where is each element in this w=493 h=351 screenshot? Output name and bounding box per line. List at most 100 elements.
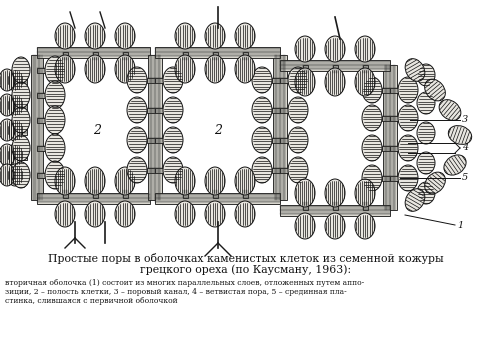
Ellipse shape [288, 157, 308, 183]
Ellipse shape [325, 36, 345, 62]
Text: зиции, 2 – полость клетки, 3 – поровый канал, 4 – ветвистая пора, 5 – срединная : зиции, 2 – полость клетки, 3 – поровый к… [5, 288, 347, 296]
Ellipse shape [175, 23, 195, 49]
Polygon shape [155, 138, 163, 143]
Polygon shape [272, 138, 280, 143]
Polygon shape [37, 146, 45, 151]
Ellipse shape [398, 105, 418, 131]
Text: 5: 5 [462, 173, 468, 183]
Polygon shape [280, 205, 390, 216]
Polygon shape [382, 115, 390, 120]
Ellipse shape [362, 165, 382, 191]
Ellipse shape [405, 59, 425, 81]
Polygon shape [155, 107, 163, 113]
Ellipse shape [12, 162, 30, 188]
Ellipse shape [85, 167, 105, 195]
Ellipse shape [7, 164, 23, 186]
Ellipse shape [55, 167, 75, 195]
Polygon shape [182, 190, 187, 198]
Polygon shape [37, 67, 45, 73]
Polygon shape [5, 75, 27, 85]
Polygon shape [5, 100, 27, 110]
Text: 4: 4 [462, 144, 468, 152]
Ellipse shape [362, 135, 382, 161]
Ellipse shape [55, 23, 75, 49]
Polygon shape [390, 146, 398, 151]
Polygon shape [212, 190, 217, 198]
Ellipse shape [115, 167, 135, 195]
Polygon shape [280, 167, 288, 172]
Ellipse shape [0, 94, 15, 116]
Polygon shape [272, 107, 280, 113]
Polygon shape [122, 190, 128, 198]
Ellipse shape [0, 144, 15, 166]
Ellipse shape [7, 69, 23, 91]
Ellipse shape [175, 55, 195, 83]
Text: 2: 2 [214, 124, 222, 137]
Polygon shape [390, 87, 398, 93]
Polygon shape [212, 52, 217, 60]
Ellipse shape [252, 97, 272, 123]
Polygon shape [5, 171, 27, 179]
Polygon shape [273, 55, 287, 200]
Ellipse shape [448, 126, 472, 144]
Polygon shape [122, 52, 128, 60]
Polygon shape [155, 192, 280, 204]
Ellipse shape [288, 127, 308, 153]
Polygon shape [280, 78, 288, 82]
Polygon shape [362, 202, 367, 210]
Text: Простые поры в оболочках каменистых клеток из семенной кожуры: Простые поры в оболочках каменистых клет… [48, 253, 444, 264]
Polygon shape [280, 138, 288, 143]
Ellipse shape [7, 119, 23, 141]
Polygon shape [332, 202, 338, 210]
Ellipse shape [325, 179, 345, 207]
Ellipse shape [398, 135, 418, 161]
Ellipse shape [163, 67, 183, 93]
Ellipse shape [439, 100, 461, 120]
Ellipse shape [7, 94, 23, 116]
Polygon shape [147, 78, 155, 82]
Ellipse shape [175, 201, 195, 227]
Ellipse shape [288, 97, 308, 123]
Ellipse shape [127, 127, 147, 153]
Polygon shape [382, 87, 390, 93]
Ellipse shape [205, 55, 225, 83]
Ellipse shape [127, 157, 147, 183]
Ellipse shape [7, 144, 23, 166]
Ellipse shape [12, 107, 30, 133]
Ellipse shape [325, 68, 345, 96]
Polygon shape [5, 151, 27, 159]
Ellipse shape [252, 127, 272, 153]
Ellipse shape [163, 157, 183, 183]
Ellipse shape [362, 77, 382, 103]
Text: грецкого ореха (по Каусману, 1963):: грецкого ореха (по Каусману, 1963): [141, 264, 352, 274]
Polygon shape [390, 115, 398, 120]
Polygon shape [332, 65, 338, 73]
Ellipse shape [355, 36, 375, 62]
Ellipse shape [115, 201, 135, 227]
Ellipse shape [417, 152, 435, 174]
Ellipse shape [235, 167, 255, 195]
Polygon shape [280, 107, 288, 113]
Ellipse shape [45, 81, 65, 109]
Ellipse shape [12, 135, 30, 161]
Polygon shape [155, 78, 163, 82]
Ellipse shape [355, 68, 375, 96]
Ellipse shape [163, 97, 183, 123]
Ellipse shape [417, 182, 435, 204]
Polygon shape [383, 65, 397, 210]
Ellipse shape [0, 119, 15, 141]
Ellipse shape [355, 179, 375, 207]
Bar [0, 0, 493, 245]
Ellipse shape [205, 23, 225, 49]
Polygon shape [303, 202, 308, 210]
Ellipse shape [398, 165, 418, 191]
Ellipse shape [417, 64, 435, 86]
Polygon shape [147, 167, 155, 172]
Ellipse shape [85, 201, 105, 227]
Polygon shape [182, 52, 187, 60]
Text: стинка, слившаяся с первичной оболочкой: стинка, слившаяся с первичной оболочкой [5, 297, 177, 305]
Ellipse shape [398, 77, 418, 103]
Ellipse shape [205, 167, 225, 195]
Ellipse shape [252, 157, 272, 183]
Ellipse shape [127, 97, 147, 123]
